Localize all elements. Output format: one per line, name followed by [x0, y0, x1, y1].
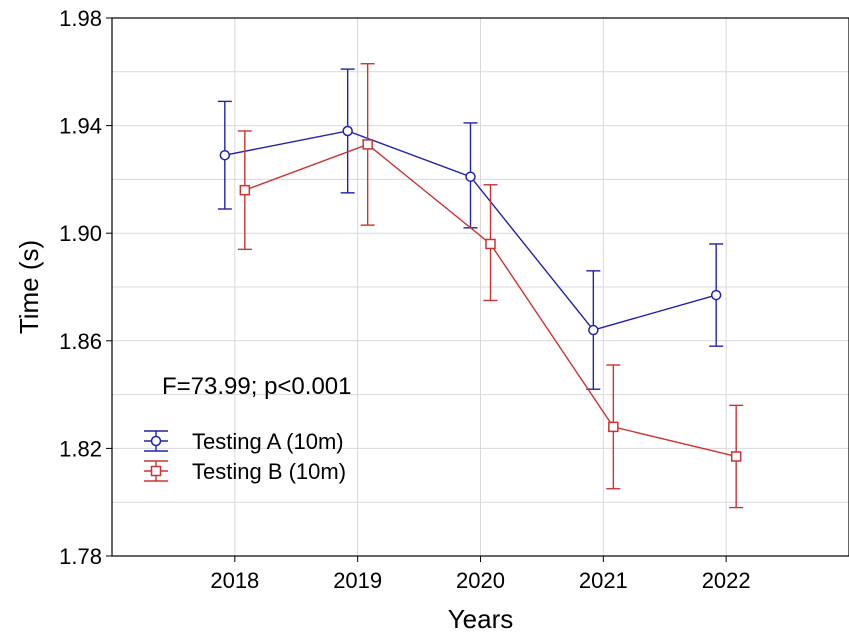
series-layer: [217, 63, 744, 509]
data-point: [342, 125, 353, 137]
data-point: [608, 421, 619, 433]
data-point: [465, 171, 476, 182]
x-tick-label: 2022: [702, 568, 751, 593]
y-tick-label: 1.78: [59, 544, 102, 569]
x-tick-label: 2019: [333, 568, 382, 593]
y-axis: 1.78 1.82 1.86 1.90 1.94 1.98: [59, 6, 112, 569]
legend-label: Testing A (10m): [192, 429, 344, 454]
stats-annotation: F=73.99; p<0.001: [162, 373, 352, 400]
legend-marker: [150, 465, 162, 477]
data-point: [588, 324, 599, 336]
series-2: [237, 63, 744, 509]
data-point: [239, 184, 251, 196]
x-axis: 2018 2019 2020 2021 2022: [210, 556, 751, 593]
x-tick-label: 2020: [456, 568, 505, 593]
y-tick-label: 1.94: [59, 114, 102, 139]
legend-marker: [150, 435, 162, 447]
data-point: [485, 238, 496, 250]
legend-item: Testing A (10m): [144, 429, 344, 454]
grid: [112, 18, 849, 556]
legend-label: Testing B (10m): [192, 459, 346, 484]
x-tick-label: 2021: [579, 568, 628, 593]
data-point: [219, 149, 231, 161]
data-point: [362, 139, 373, 150]
legend-item: Testing B (10m): [144, 459, 346, 484]
y-tick-label: 1.86: [59, 329, 102, 354]
y-tick-label: 1.82: [59, 436, 102, 461]
data-point: [730, 451, 742, 462]
y-tick-label: 1.98: [59, 6, 102, 31]
x-axis-title: Years: [448, 604, 514, 634]
legend: Testing A (10m) Testing B (10m): [144, 429, 346, 484]
y-tick-label: 1.90: [59, 221, 102, 246]
x-tick-label: 2018: [210, 568, 259, 593]
y-axis-title: Time (s): [14, 240, 44, 334]
data-point: [710, 289, 722, 301]
